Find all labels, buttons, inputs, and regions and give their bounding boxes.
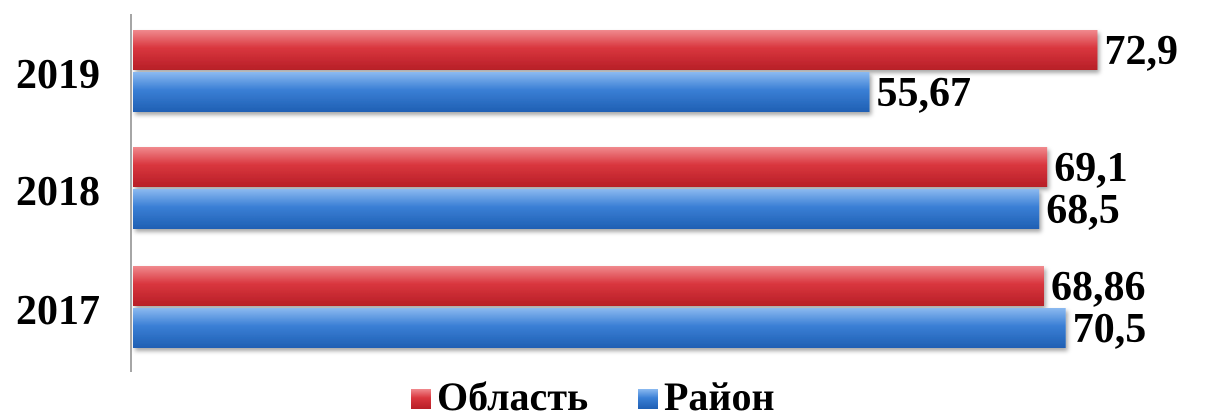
bar-oblast-2017 [133,266,1045,306]
value-label-oblast-2018: 69,1 [1054,145,1128,191]
category-label-2018: 2018 [16,169,100,215]
legend-label-oblast: Область [437,374,588,415]
legend: Область Район [411,374,775,415]
bar-rayon-2017 [133,308,1066,348]
bar-rayon-2019 [133,72,870,112]
bar-oblast-2018 [133,147,1048,187]
category-label-2019: 2019 [16,52,100,98]
category-labels: 2019 2018 2017 [16,52,100,334]
value-label-oblast-2019: 72,9 [1104,28,1178,74]
value-label-rayon-2019: 55,67 [877,70,972,116]
value-label-rayon-2017: 70,5 [1073,306,1147,352]
value-label-oblast-2017: 68,86 [1051,264,1146,310]
category-label-2017: 2017 [16,288,100,334]
bar-rayon-2018 [133,189,1040,229]
legend-swatch-oblast [411,389,431,409]
value-label-rayon-2018: 68,5 [1046,187,1120,233]
legend-swatch-rayon [638,389,658,409]
bars-layer [133,30,1098,348]
legend-label-rayon: Район [664,374,775,415]
bar-oblast-2019 [133,30,1098,70]
